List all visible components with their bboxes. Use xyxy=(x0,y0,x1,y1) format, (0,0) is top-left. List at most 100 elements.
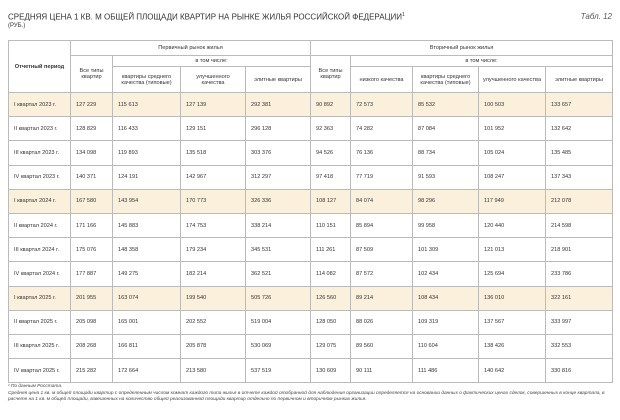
period-cell: I квартал 2024 г. xyxy=(8,188,71,214)
price-cell: 233 786 xyxy=(545,261,614,287)
price-cell: 137 343 xyxy=(545,164,614,190)
table-row: IV квартал 2025 г. 215 282 172 664 213 580 5… xyxy=(8,358,614,384)
head-col: низкого качества xyxy=(350,66,414,93)
head-secondary-all: Все типы квартир xyxy=(310,55,352,93)
head-col: элитные квартиры xyxy=(244,66,312,93)
price-cell: 134 098 xyxy=(70,140,113,166)
price-cell: 132 642 xyxy=(545,116,614,142)
period-cell: IV квартал 2023 г. xyxy=(8,164,71,190)
table-row: III квартал 2024 г. 175 076 148 358 179 234… xyxy=(8,237,614,263)
head-primary-incl: в том числе: xyxy=(111,55,312,67)
price-cell: 213 580 xyxy=(180,358,246,384)
price-cell: 76 136 xyxy=(350,140,414,166)
price-cell: 124 191 xyxy=(112,164,181,190)
table-row: III квартал 2025 г. 208 268 166 811 205 878… xyxy=(8,333,614,360)
head-col: улучшенного качества xyxy=(478,66,547,93)
price-cell: 175 076 xyxy=(70,237,113,263)
price-cell: 72 573 xyxy=(350,91,414,118)
table-row: II квартал 2025 г. 205 098 165 001 202 552 5… xyxy=(8,309,614,335)
table-row: III квартал 2023 г. 134 098 119 893 135 518… xyxy=(8,140,614,166)
price-cell: 166 811 xyxy=(112,333,181,360)
price-cell: 87 509 xyxy=(350,237,414,263)
price-cell: 537 519 xyxy=(244,358,312,384)
price-cell: 105 024 xyxy=(478,140,547,166)
price-cell: 120 440 xyxy=(478,212,547,239)
price-cell: 102 434 xyxy=(412,261,480,287)
table-row: I квартал 2023 г. 127 229 115 613 127 139 29… xyxy=(8,91,614,118)
price-cell: 129 075 xyxy=(310,333,352,360)
price-cell: 89 214 xyxy=(350,285,414,311)
table-row: I квартал 2024 г. 167 580 143 954 170 773 32… xyxy=(8,188,614,214)
head-col: квартиры среднего качества (типовые) xyxy=(112,66,181,93)
price-cell: 94 526 xyxy=(310,140,352,166)
price-cell: 149 275 xyxy=(112,261,181,287)
period-cell: III квартал 2024 г. xyxy=(8,237,71,263)
table-body: I квартал 2023 г. 127 229 115 613 127 139 29… xyxy=(8,91,614,384)
price-cell: 84 074 xyxy=(350,188,414,214)
price-cell: 202 552 xyxy=(180,309,246,335)
price-cell: 312 297 xyxy=(244,164,312,190)
price-cell: 201 955 xyxy=(70,285,113,311)
price-cell: 333 997 xyxy=(545,309,614,335)
price-cell: 171 166 xyxy=(70,212,113,239)
price-cell: 199 540 xyxy=(180,285,246,311)
price-cell: 133 657 xyxy=(545,91,614,118)
period-cell: II квартал 2025 г. xyxy=(8,309,71,335)
price-cell: 90 111 xyxy=(350,358,414,384)
title-text: СРЕДНЯЯ ЦЕНА 1 КВ. М ОБЩЕЙ ПЛОЩАДИ КВАРТ… xyxy=(8,12,402,22)
price-cell: 89 560 xyxy=(350,333,414,360)
price-cell: 130 609 xyxy=(310,358,352,384)
price-cell: 110 151 xyxy=(310,212,352,239)
title-note: 1 xyxy=(401,12,405,18)
price-cell: 322 161 xyxy=(545,285,614,311)
price-cell: 101 309 xyxy=(412,237,480,263)
price-cell: 138 426 xyxy=(478,333,547,360)
price-cell: 182 214 xyxy=(180,261,246,287)
price-cell: 87 084 xyxy=(412,116,480,142)
price-cell: 177 887 xyxy=(70,261,113,287)
price-cell: 111 486 xyxy=(412,358,480,384)
footnote: Средняя цена 1 кв. м общей площади кварт… xyxy=(8,390,605,403)
price-cell: 127 229 xyxy=(70,91,113,118)
price-cell: 128 050 xyxy=(310,309,352,335)
head-primary-all: Все типы квартир xyxy=(70,55,113,93)
price-cell: 88 734 xyxy=(412,140,480,166)
period-cell: I квартал 2025 г. xyxy=(8,285,71,311)
price-cell: 530 069 xyxy=(244,333,312,360)
price-cell: 137 567 xyxy=(478,309,547,335)
price-cell: 135 485 xyxy=(545,140,614,166)
price-cell: 174 753 xyxy=(180,212,246,239)
period-cell: IV квартал 2025 г. xyxy=(8,358,71,384)
price-cell: 140 371 xyxy=(70,164,113,190)
price-cell: 85 532 xyxy=(412,91,480,118)
price-cell: 205 878 xyxy=(180,333,246,360)
price-cell: 338 214 xyxy=(244,212,312,239)
price-cell: 125 694 xyxy=(478,261,547,287)
price-cell: 292 381 xyxy=(244,91,312,118)
price-cell: 99 958 xyxy=(412,212,480,239)
price-cell: 77 719 xyxy=(350,164,414,190)
price-cell: 108 127 xyxy=(310,188,352,214)
price-cell: 362 521 xyxy=(244,261,312,287)
price-cell: 212 078 xyxy=(545,188,614,214)
price-cell: 128 829 xyxy=(70,116,113,142)
price-cell: 218 901 xyxy=(545,237,614,263)
price-cell: 135 518 xyxy=(180,140,246,166)
price-cell: 326 336 xyxy=(244,188,312,214)
price-cell: 296 128 xyxy=(244,116,312,142)
price-cell: 110 604 xyxy=(412,333,480,360)
price-cell: 100 503 xyxy=(478,91,547,118)
period-cell: II квартал 2024 г. xyxy=(8,212,71,239)
period-cell: II квартал 2023 г. xyxy=(8,116,71,142)
head-period: Отчетный период xyxy=(8,40,71,93)
footnotes: ¹ По данным Росстата. Средняя цена 1 кв.… xyxy=(8,384,612,404)
price-cell: 303 376 xyxy=(244,140,312,166)
head-secondary-incl: в том числе: xyxy=(350,55,614,67)
price-cell: 108 247 xyxy=(478,164,547,190)
price-cell: 143 954 xyxy=(112,188,181,214)
price-cell: 117 949 xyxy=(478,188,547,214)
price-cell: 165 001 xyxy=(112,309,181,335)
price-cell: 119 893 xyxy=(112,140,181,166)
head-col: квартиры среднего качества (типовые) xyxy=(412,66,480,93)
